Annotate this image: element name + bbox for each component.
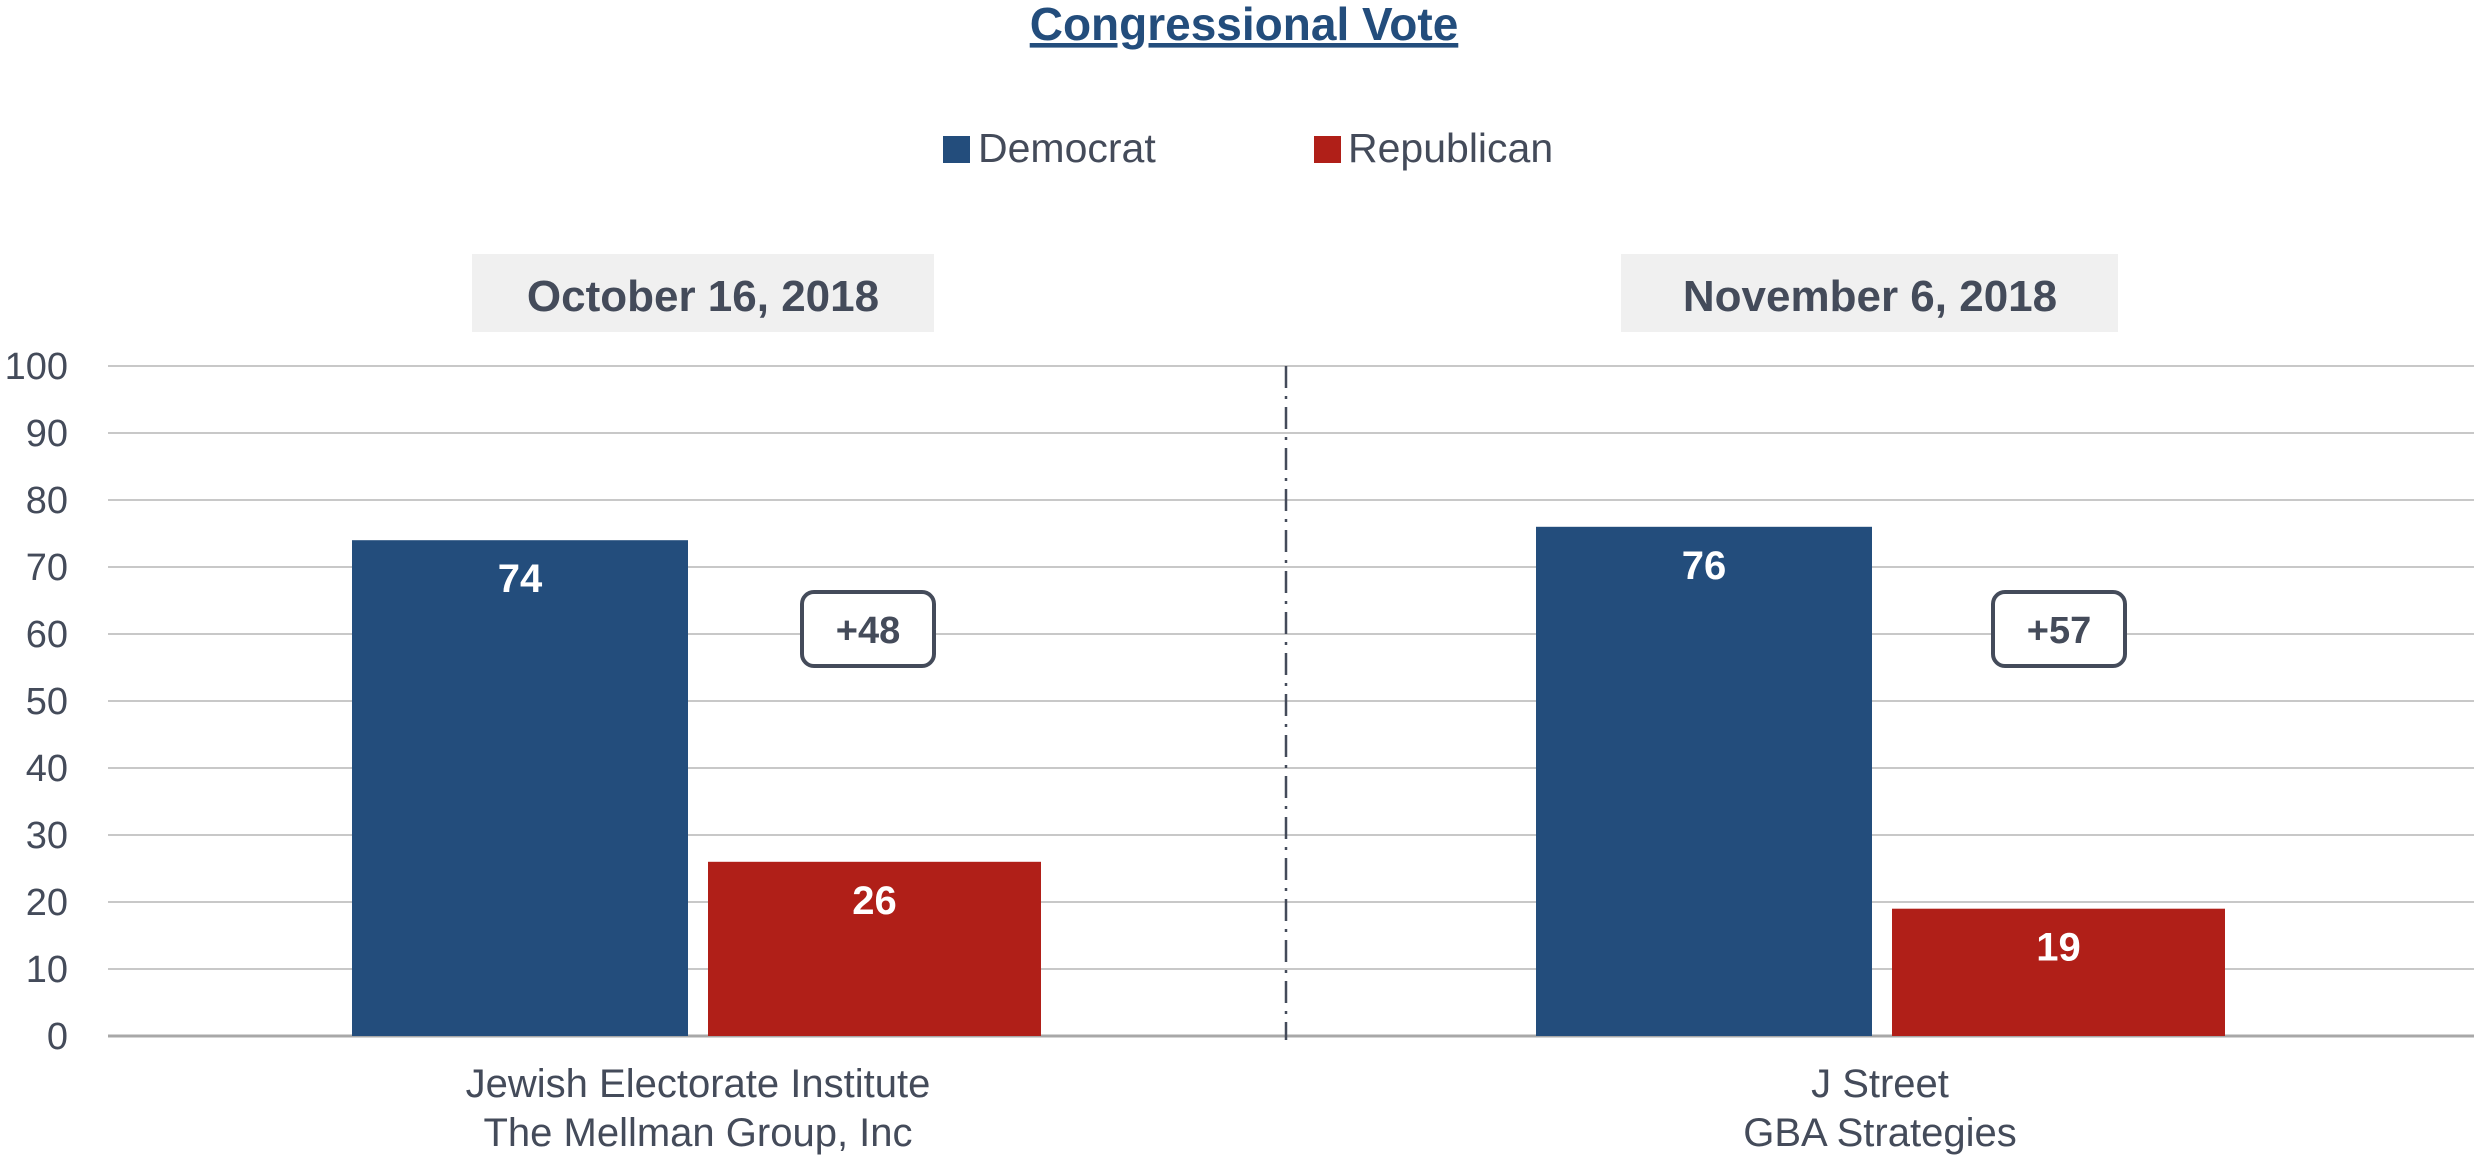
margin-callout-text: +57 [2027, 610, 2091, 652]
bars [352, 526, 2225, 1036]
margin-callout-box [1991, 590, 2127, 668]
data-label-republican-2: 19 [2036, 926, 2081, 970]
bar-democrat-1 [352, 540, 688, 1036]
y-axis-ticks: 0 10 20 30 40 50 60 70 80 90 100 [5, 346, 68, 1058]
bar-labels: 74 76 26 19 [498, 544, 2081, 970]
category-label-2: J Street GBA Strategies [1743, 1062, 2016, 1155]
legend-label-democrat: Democrat [978, 125, 1156, 171]
margin-callout-1: +48 [800, 590, 936, 668]
y-tick-label: 90 [26, 413, 68, 455]
panel-label-text: October 16, 2018 [527, 272, 879, 321]
legend-label-republican: Republican [1348, 125, 1553, 171]
y-tick-label: 0 [47, 1016, 68, 1058]
bar-republican-2 [1892, 908, 2225, 1036]
y-tick-label: 30 [26, 815, 68, 857]
bar-democrat-2 [1536, 526, 1872, 1036]
y-tick-label: 50 [26, 681, 68, 723]
margin-callout-2: +57 [1991, 590, 2127, 668]
data-label-democrat-1: 74 [498, 557, 543, 601]
y-tick-label: 10 [26, 949, 68, 991]
y-tick-label: 60 [26, 614, 68, 656]
category-label-line: The Mellman Group, Inc [483, 1111, 912, 1155]
y-tick-label: 70 [26, 547, 68, 589]
category-label-line: J Street [1811, 1062, 1949, 1106]
data-label-republican-1: 26 [852, 879, 897, 923]
panel-label-background [1621, 254, 2118, 332]
panel-label-background [472, 254, 934, 332]
y-tick-label: 100 [5, 346, 68, 388]
data-label-democrat-2: 76 [1682, 544, 1727, 588]
y-tick-label: 80 [26, 480, 68, 522]
panel-label-2: November 6, 2018 [1621, 254, 2118, 332]
y-tick-label: 20 [26, 882, 68, 924]
legend-swatch-republican [1314, 136, 1341, 163]
margin-callout-box [800, 590, 936, 668]
bar-republican-1 [708, 861, 1041, 1036]
margin-callout-text: +48 [836, 610, 900, 652]
y-tick-label: 40 [26, 748, 68, 790]
panel-label-text: November 6, 2018 [1683, 272, 2057, 321]
chart-title: Congressional Vote [1030, 0, 1459, 50]
category-label-line: Jewish Electorate Institute [466, 1062, 931, 1106]
category-label-1: Jewish Electorate Institute The Mellman … [466, 1062, 931, 1155]
legend-swatch-democrat [943, 136, 970, 163]
category-label-line: GBA Strategies [1743, 1111, 2016, 1155]
panel-label-1: October 16, 2018 [472, 254, 934, 332]
legend: Democrat Republican [943, 125, 1553, 171]
